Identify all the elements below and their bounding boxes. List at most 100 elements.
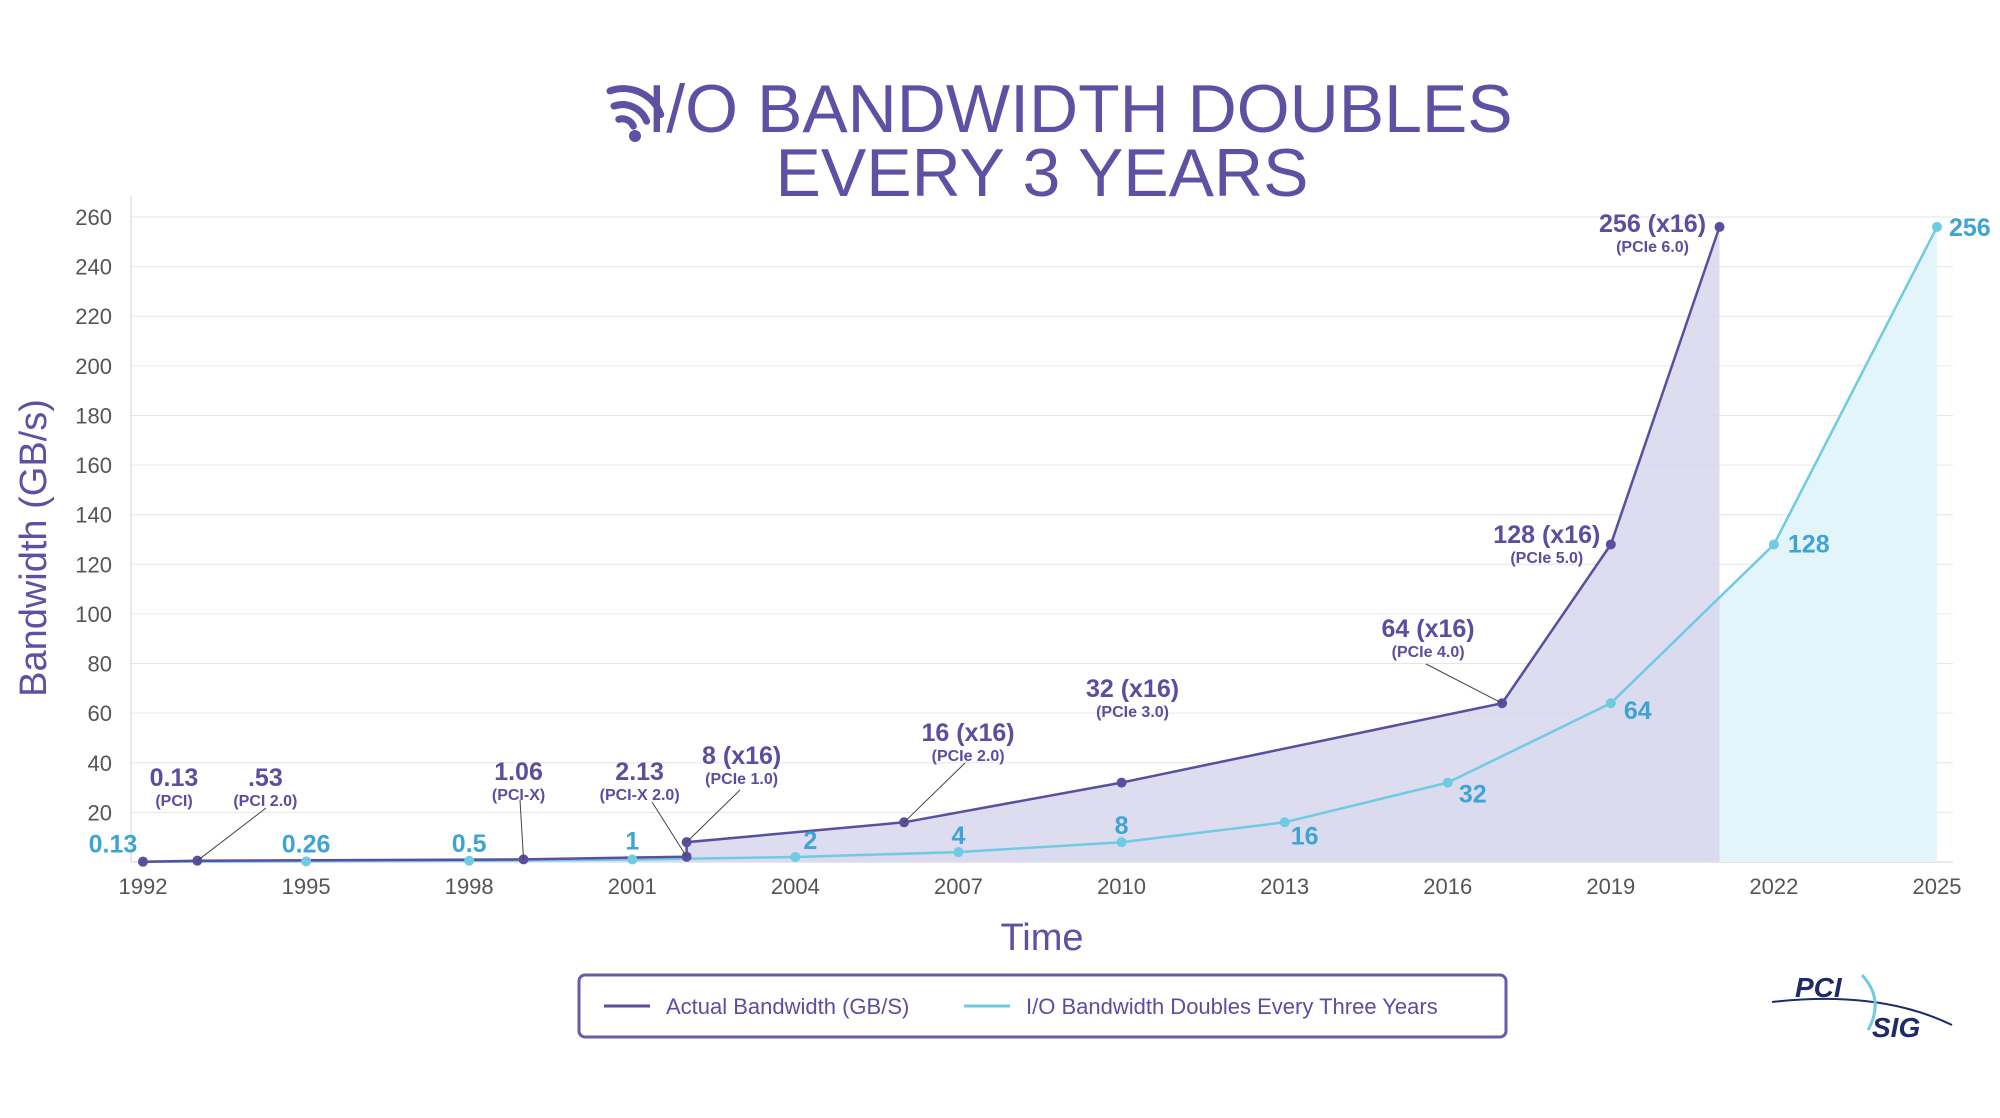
logo-text-sig: SIG [1872, 1012, 1920, 1043]
projected-data-label: 1 [625, 828, 639, 856]
logo-text-pci: PCI [1795, 972, 1843, 1003]
data-labels: 0.13 0.26 0.5 1 2 4 8 1632641282560.13(PCI).53(… [89, 210, 1991, 859]
actual-data-label: 128 (x16) [1493, 521, 1600, 549]
actual-data-label: 0.13 [150, 764, 199, 792]
x-tick-label: 2010 [1097, 874, 1146, 899]
actual-data-sublabel: (PCIe 2.0) [932, 748, 1005, 765]
legend-label-projected: I/O Bandwidth Doubles Every Three Years [1026, 994, 1438, 1019]
chart-title-line1: I/O BANDWIDTH DOUBLES [647, 71, 1512, 147]
y-tick-label: 240 [75, 255, 112, 280]
projected-area [143, 226, 1937, 862]
actual-point [1116, 777, 1127, 788]
projected-data-label: 0.13 [89, 831, 138, 859]
projected-data-label: 32 [1459, 781, 1487, 809]
y-axis-label: Bandwidth (GB/s) [13, 399, 55, 697]
x-tick-label: 2013 [1260, 874, 1309, 899]
x-tick-label: 2007 [934, 874, 983, 899]
legend: Actual Bandwidth (GB/S) I/O Bandwidth Do… [577, 973, 1508, 1039]
projected-point [1279, 817, 1290, 828]
x-tick-label: 1995 [282, 874, 331, 899]
series-lines [142, 226, 1939, 863]
actual-data-label: 64 (x16) [1382, 615, 1475, 643]
projected-point [1116, 837, 1127, 848]
projected-data-label: 128 [1788, 530, 1830, 558]
actual-data-label: 8 (x16) [702, 742, 781, 770]
projected-data-label: 0.5 [452, 830, 487, 858]
projected-point [1768, 539, 1779, 550]
legend-box [577, 973, 1508, 1039]
actual-data-sublabel: (PCI-X 2.0) [600, 787, 680, 804]
x-tick-label: 2019 [1586, 874, 1635, 899]
label-leader-line [651, 801, 688, 857]
projected-point [1605, 698, 1616, 709]
y-tick-label: 100 [75, 602, 112, 627]
y-tick-label: 200 [75, 354, 112, 379]
projected-data-label: 2 [803, 827, 817, 855]
actual-data-label: 2.13 [615, 758, 664, 786]
y-tick-label: 120 [75, 552, 112, 577]
x-tick-label: 2001 [608, 874, 657, 899]
label-leader-lines [197, 663, 1503, 862]
y-tick-label: 260 [75, 205, 112, 230]
actual-data-label: 256 (x16) [1599, 210, 1706, 238]
label-leader-line [686, 789, 741, 843]
actual-data-sublabel: (PCI) [155, 793, 192, 810]
y-tick-labels: 20 40 60 80 100 120 140 160 180 200 220 240 260 [75, 205, 112, 825]
label-leader-line [1425, 663, 1503, 704]
y-tick-label: 140 [75, 503, 112, 528]
projected-point [464, 855, 475, 866]
actual-point [1605, 539, 1616, 550]
projected-data-label: 256 [1949, 214, 1991, 242]
actual-area [143, 226, 1720, 862]
x-tick-labels: 1992 1995 1998 2001 2004 2007 2010 2013 2016 2019… [119, 874, 1962, 899]
x-tick-label: 2004 [771, 874, 820, 899]
actual-data-sublabel: (PCIe 5.0) [1510, 550, 1583, 567]
y-tick-label: 40 [88, 751, 112, 776]
x-tick-label: 2016 [1423, 874, 1472, 899]
legend-label-actual: Actual Bandwidth (GB/S) [666, 994, 909, 1019]
projected-point [953, 847, 964, 858]
projected-point [627, 854, 638, 865]
x-tick-label: 2022 [1749, 874, 1798, 899]
actual-point [1714, 221, 1725, 232]
pci-sig-logo: PCI SIG [1771, 972, 1953, 1043]
actual-point [138, 856, 148, 867]
projected-data-label: 0.26 [282, 830, 331, 858]
label-leader-line [903, 762, 966, 823]
chart-title-line2: EVERY 3 YEARS [776, 135, 1309, 211]
projected-point [301, 856, 312, 867]
y-tick-label: 60 [88, 701, 112, 726]
projected-point [1932, 221, 1942, 232]
y-tick-label: 20 [88, 800, 112, 825]
label-leader-line [197, 807, 267, 862]
projected-point [790, 852, 801, 863]
actual-data-sublabel: (PCI-X) [492, 787, 545, 804]
projected-data-label: 8 [1115, 812, 1129, 840]
x-tick-label: 1998 [445, 874, 494, 899]
logo-accent [1860, 973, 1877, 1031]
actual-data-sublabel: (PCI 2.0) [233, 793, 297, 810]
actual-data-sublabel: (PCIe 6.0) [1616, 239, 1689, 256]
actual-bandwidth-line [142, 226, 1721, 863]
logo-swoosh [1771, 997, 1953, 1026]
actual-data-sublabel: (PCIe 1.0) [705, 771, 778, 788]
actual-data-label: 1.06 [494, 758, 543, 786]
title-wifi-icon [606, 85, 665, 142]
x-tick-label: 2025 [1913, 874, 1962, 899]
y-tick-label: 160 [75, 453, 112, 478]
actual-data-sublabel: (PCIe 3.0) [1096, 704, 1169, 721]
y-tick-label: 220 [75, 304, 112, 329]
series-areas [143, 226, 1937, 862]
actual-data-sublabel: (PCIe 4.0) [1392, 644, 1465, 661]
actual-data-label: .53 [248, 764, 283, 792]
x-tick-label: 1992 [119, 874, 168, 899]
y-tick-label: 180 [75, 403, 112, 428]
y-tick-label: 80 [88, 652, 112, 677]
actual-data-label: 16 (x16) [922, 719, 1015, 747]
actual-data-label: 32 (x16) [1086, 675, 1179, 703]
label-leader-line [519, 799, 525, 860]
projected-data-label: 4 [952, 822, 966, 850]
projected-data-label: 64 [1624, 697, 1652, 725]
